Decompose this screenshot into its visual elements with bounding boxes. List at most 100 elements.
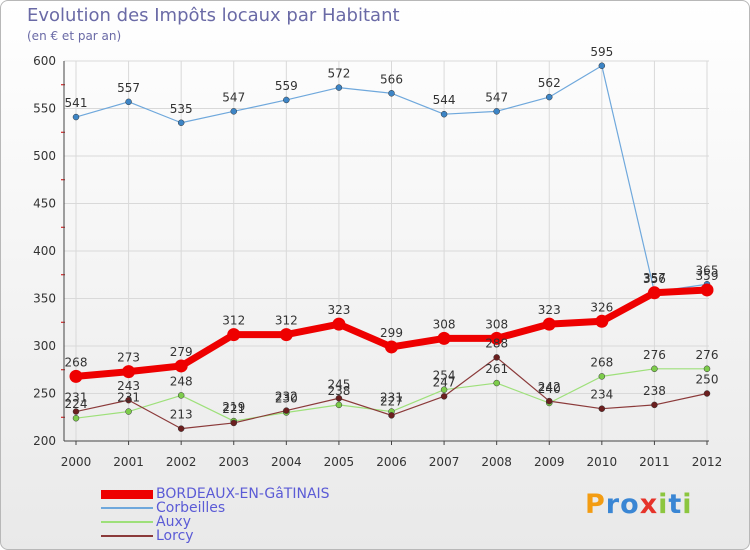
data-label: 238 [643,384,666,398]
logo-letter: x [639,489,659,520]
x-tick-label: 2009 [534,455,565,469]
legend-swatch [101,535,153,537]
data-label: 544 [433,93,456,107]
data-point [598,405,606,412]
y-tick-label: 500 [33,149,56,163]
data-point [493,108,500,115]
y-tick-label: 350 [33,292,56,306]
x-tick-label: 2004 [271,455,302,469]
data-label: 308 [433,317,456,331]
data-point [440,386,448,393]
chart-subtitle: (en € et par an) [27,29,122,43]
data-label: 279 [170,345,193,359]
legend-item: Corbeilles [101,501,330,515]
x-tick-label: 2002 [166,455,197,469]
data-point [437,331,451,345]
data-point [651,365,658,373]
logo-letter: t [668,489,683,520]
proxiti-logo: Proxiti [585,489,693,520]
x-tick-label: 2005 [324,455,355,469]
data-point [700,283,714,297]
x-tick-label: 2006 [376,455,407,469]
chart-title: Evolution des Impôts locaux par Habitant [27,5,400,26]
data-point [703,390,711,397]
data-label: 240 [538,382,561,396]
x-tick-label: 2011 [639,455,670,469]
legend-swatch [101,489,153,499]
logo-letter: o [620,489,640,520]
data-point [385,340,398,354]
data-label: 357 [643,271,666,285]
data-point [335,401,343,409]
legend-label: Lorcy [156,528,194,544]
data-label: 232 [275,390,298,404]
chart-legend: BORDEAUX-EN-GâTINAIS Corbeilles Auxy Lorcy [101,487,330,543]
data-label: 559 [275,79,298,93]
data-label: 250 [696,373,719,387]
logo-letter: P [585,489,606,520]
data-label: 245 [327,377,350,391]
data-point [493,379,500,387]
data-point [125,98,132,106]
data-label: 254 [433,369,456,383]
data-point [279,328,293,342]
data-point [177,392,185,399]
data-label: 365 [696,263,719,277]
x-tick-label: 2012 [692,455,723,469]
data-point [332,317,346,331]
data-point [230,419,237,427]
x-tick-label: 2008 [481,455,512,469]
data-label: 547 [485,90,508,104]
data-label: 243 [117,379,140,393]
y-tick-label: 400 [33,244,56,258]
legend-item: BORDEAUX-EN-GâTINAIS [101,487,330,501]
legend-label: Corbeilles [156,500,226,516]
data-label: 359 [696,269,719,283]
legend-label: BORDEAUX-EN-GâTINAIS [156,486,330,502]
data-label: 238 [327,384,350,398]
data-label: 566 [380,72,403,86]
y-tick-label: 450 [33,197,56,211]
data-label: 308 [485,317,508,331]
data-label: 323 [538,303,561,317]
data-label: 227 [380,394,403,408]
data-point [703,365,711,373]
data-label: 276 [643,348,666,362]
data-label: 288 [485,336,508,350]
data-label: 261 [485,362,508,376]
data-label: 234 [590,388,613,402]
data-label: 595 [590,45,613,59]
data-label: 312 [275,314,298,328]
data-point [69,369,83,383]
data-point [440,110,448,118]
logo-letter: r [605,489,621,520]
logo-letter: i [682,489,693,520]
x-tick-label: 2007 [429,455,460,469]
data-label: 299 [380,326,403,340]
data-label: 242 [538,380,561,394]
data-label: 231 [380,391,403,405]
data-label: 231 [117,391,140,405]
data-point [125,408,132,415]
data-point [335,395,343,402]
data-point [647,286,661,300]
x-tick-label: 2000 [61,455,92,469]
data-point [595,314,609,328]
data-label: 276 [696,348,719,362]
x-tick-label: 2010 [587,455,618,469]
data-point [388,90,395,97]
legend-item: Lorcy [101,529,330,543]
x-tick-label: 2003 [218,455,249,469]
data-label: 547 [222,90,245,104]
data-point [335,84,343,91]
data-label: 572 [327,67,350,81]
data-point [598,62,606,69]
data-label: 230 [275,392,298,406]
data-point [493,354,500,361]
data-label: 323 [327,303,350,317]
data-label: 247 [433,375,456,389]
data-label: 213 [170,408,193,422]
data-point [122,365,136,379]
legend-swatch [101,521,153,523]
